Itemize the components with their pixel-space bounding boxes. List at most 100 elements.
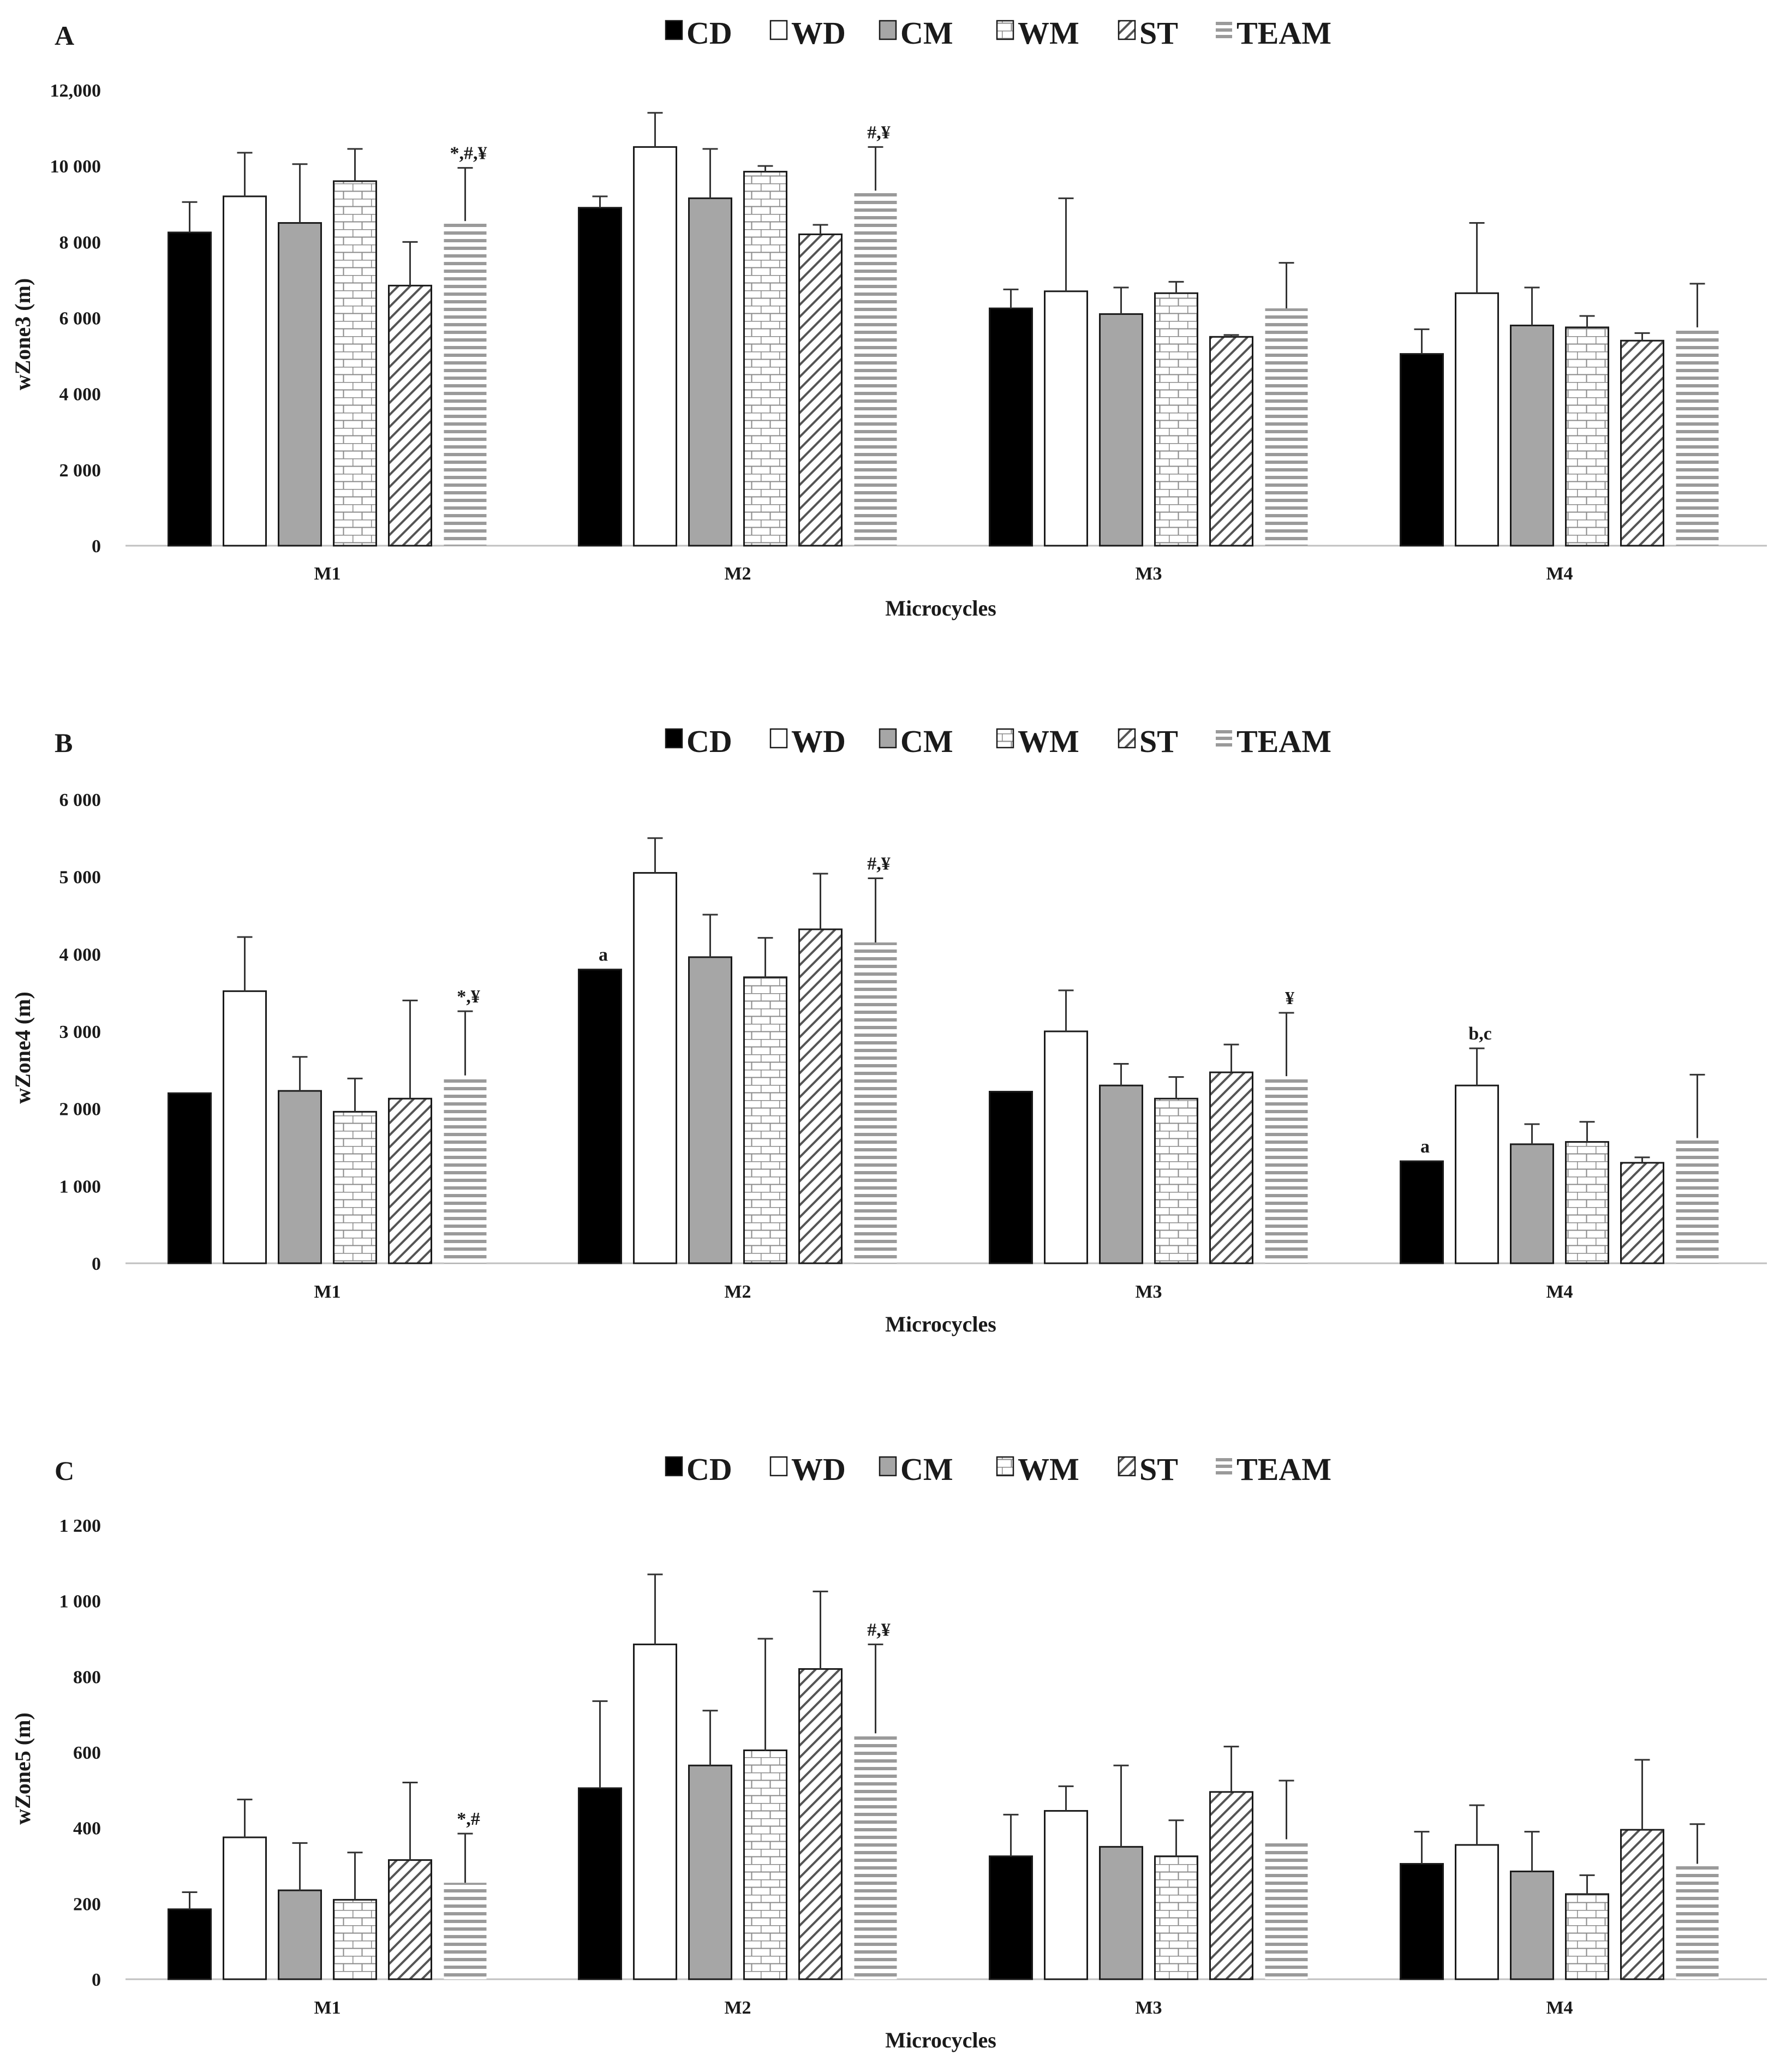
annotation-m1-team: *,# <box>457 1809 480 1829</box>
legend-item-team: TEAM <box>1216 15 1331 51</box>
bar-m4-wm <box>1565 1141 1609 1264</box>
y-axis: 0 1 000 2 000 3 000 4 000 5 000 6 000 wZone4 (m… <box>10 790 101 1274</box>
bar-m4-cm <box>1510 1143 1554 1264</box>
bar-m3-wd <box>1044 1810 1088 1980</box>
legend-label: WD <box>791 15 846 51</box>
legend-item-cm: CM <box>879 1452 953 1487</box>
legend-swatch <box>1118 20 1136 40</box>
bar-m4-wm <box>1565 1893 1609 1980</box>
y-tick-label: 0 <box>92 1970 101 1990</box>
x-tick-label-m3: M3 <box>1135 564 1162 584</box>
y-axis: 0 200 400 600 800 1 000 1 200 wZone5 (m) <box>10 1516 101 1990</box>
panel-letter: C <box>55 1455 74 1486</box>
bar-m2-cm <box>688 956 732 1264</box>
x-axis-title: Microcycles <box>885 596 996 620</box>
bar-m1-wd <box>223 1836 267 1980</box>
bar-m4-st <box>1620 339 1664 547</box>
legend-label: CM <box>900 1452 953 1487</box>
legend: CD WD CM WM ST TEAM <box>665 1452 1331 1487</box>
bar-m4-cd <box>1400 353 1444 547</box>
legend-item-st: ST <box>1118 724 1178 759</box>
legend-swatch <box>769 728 788 749</box>
bar-m3-cd <box>989 307 1033 547</box>
bar-m3-team <box>1265 308 1308 546</box>
y-tick-label: 5 000 <box>59 868 101 888</box>
annotation-m4-wd: b,c <box>1468 1024 1492 1044</box>
bar-m1-cm <box>278 1889 322 1980</box>
x-tick-label-m1: M1 <box>314 564 341 584</box>
legend-swatch-line <box>1216 743 1232 747</box>
y-tick-label: 4 000 <box>59 385 101 405</box>
y-axis: 0 2 000 4 000 6 000 8 000 10 000 12,000 wZone3 … <box>10 81 101 557</box>
legend-label: CM <box>900 15 953 51</box>
legend-item-wd: WD <box>769 1452 846 1487</box>
bars <box>168 837 1719 1264</box>
annotations: *,# #,¥ <box>457 1620 891 1829</box>
legend-swatch <box>665 728 683 749</box>
bar-m3-st <box>1209 336 1253 547</box>
x-tick-label-m3: M3 <box>1135 1282 1162 1302</box>
y-tick-label: 0 <box>92 536 101 557</box>
legend-label: CM <box>900 724 953 759</box>
bar-m1-wm <box>333 180 377 547</box>
annotation-m3-team: ¥ <box>1285 988 1294 1008</box>
bar-m1-wd <box>223 195 267 547</box>
bar-m1-team <box>444 1883 487 1979</box>
y-tick-label: 2 000 <box>59 1100 101 1120</box>
bar-m4-team <box>1676 327 1719 546</box>
y-tick-label: 10 000 <box>50 157 101 177</box>
bar-m2-cd <box>578 207 622 547</box>
annotation-m4-cd: a <box>1420 1137 1430 1157</box>
bar-m4-cd <box>1400 1863 1444 1980</box>
bar-m4-st <box>1620 1829 1664 1980</box>
legend-item-cd: CD <box>665 724 732 759</box>
legend-swatch <box>665 20 683 40</box>
bar-m3-team <box>1265 1076 1308 1263</box>
y-tick-label: 1 200 <box>59 1516 101 1536</box>
legend-swatch <box>996 1456 1014 1477</box>
bar-m1-wm <box>333 1110 377 1264</box>
bar-m1-cm <box>278 1090 322 1264</box>
bar-m2-wd <box>633 872 677 1264</box>
legend-swatch <box>996 20 1014 40</box>
legend-swatch <box>665 1456 683 1477</box>
bar-m1-cd <box>168 1908 212 1980</box>
x-axis-title: Microcycles <box>885 2028 996 2052</box>
y-tick-label: 6 000 <box>59 309 101 329</box>
legend-swatch <box>769 20 788 40</box>
legend-label: TEAM <box>1237 724 1331 759</box>
y-tick-label: 8 000 <box>59 232 101 253</box>
annotation-m1-team: *,¥ <box>457 987 480 1007</box>
legend-swatch <box>1118 728 1136 749</box>
legend-item-wd: WD <box>769 15 846 51</box>
bar-m1-cm <box>278 222 322 547</box>
bar-m2-team <box>854 942 897 1263</box>
legend-swatch <box>996 728 1014 749</box>
legend-swatch-line <box>1216 1458 1232 1461</box>
annotation-m2-team: #,¥ <box>867 1620 891 1640</box>
legend-item-st: ST <box>1118 1452 1178 1487</box>
bar-m2-cd <box>578 1787 622 1980</box>
legend-swatch-line <box>1216 730 1232 733</box>
legend-label: ST <box>1139 724 1178 759</box>
bar-m3-cm <box>1099 313 1143 547</box>
legend-swatch-line <box>1216 737 1232 740</box>
y-tick-label: 4 000 <box>59 945 101 965</box>
y-axis-title: wZone5 (m) <box>10 1712 35 1825</box>
legend-item-cd: CD <box>665 15 732 51</box>
bar-m2-cm <box>688 1764 732 1980</box>
bar-m2-wd <box>633 146 677 547</box>
bar-m3-cd <box>989 1091 1033 1264</box>
y-tick-label: 3 000 <box>59 1022 101 1042</box>
annotations: *,#,¥ #,¥ <box>450 122 891 163</box>
bar-m4-wd <box>1455 1844 1499 1980</box>
bar-m4-wd <box>1455 292 1499 547</box>
bar-m3-wm <box>1154 1855 1198 1980</box>
x-tick-label-m1: M1 <box>314 1998 341 2018</box>
y-tick-label: 1 000 <box>59 1592 101 1612</box>
legend: CD WD CM WM ST TEAM <box>665 15 1331 51</box>
bar-m1-team <box>444 221 487 546</box>
legend-label: WD <box>791 724 846 759</box>
y-axis-title: wZone3 (m) <box>10 278 35 391</box>
bar-m4-team <box>1676 1138 1719 1263</box>
